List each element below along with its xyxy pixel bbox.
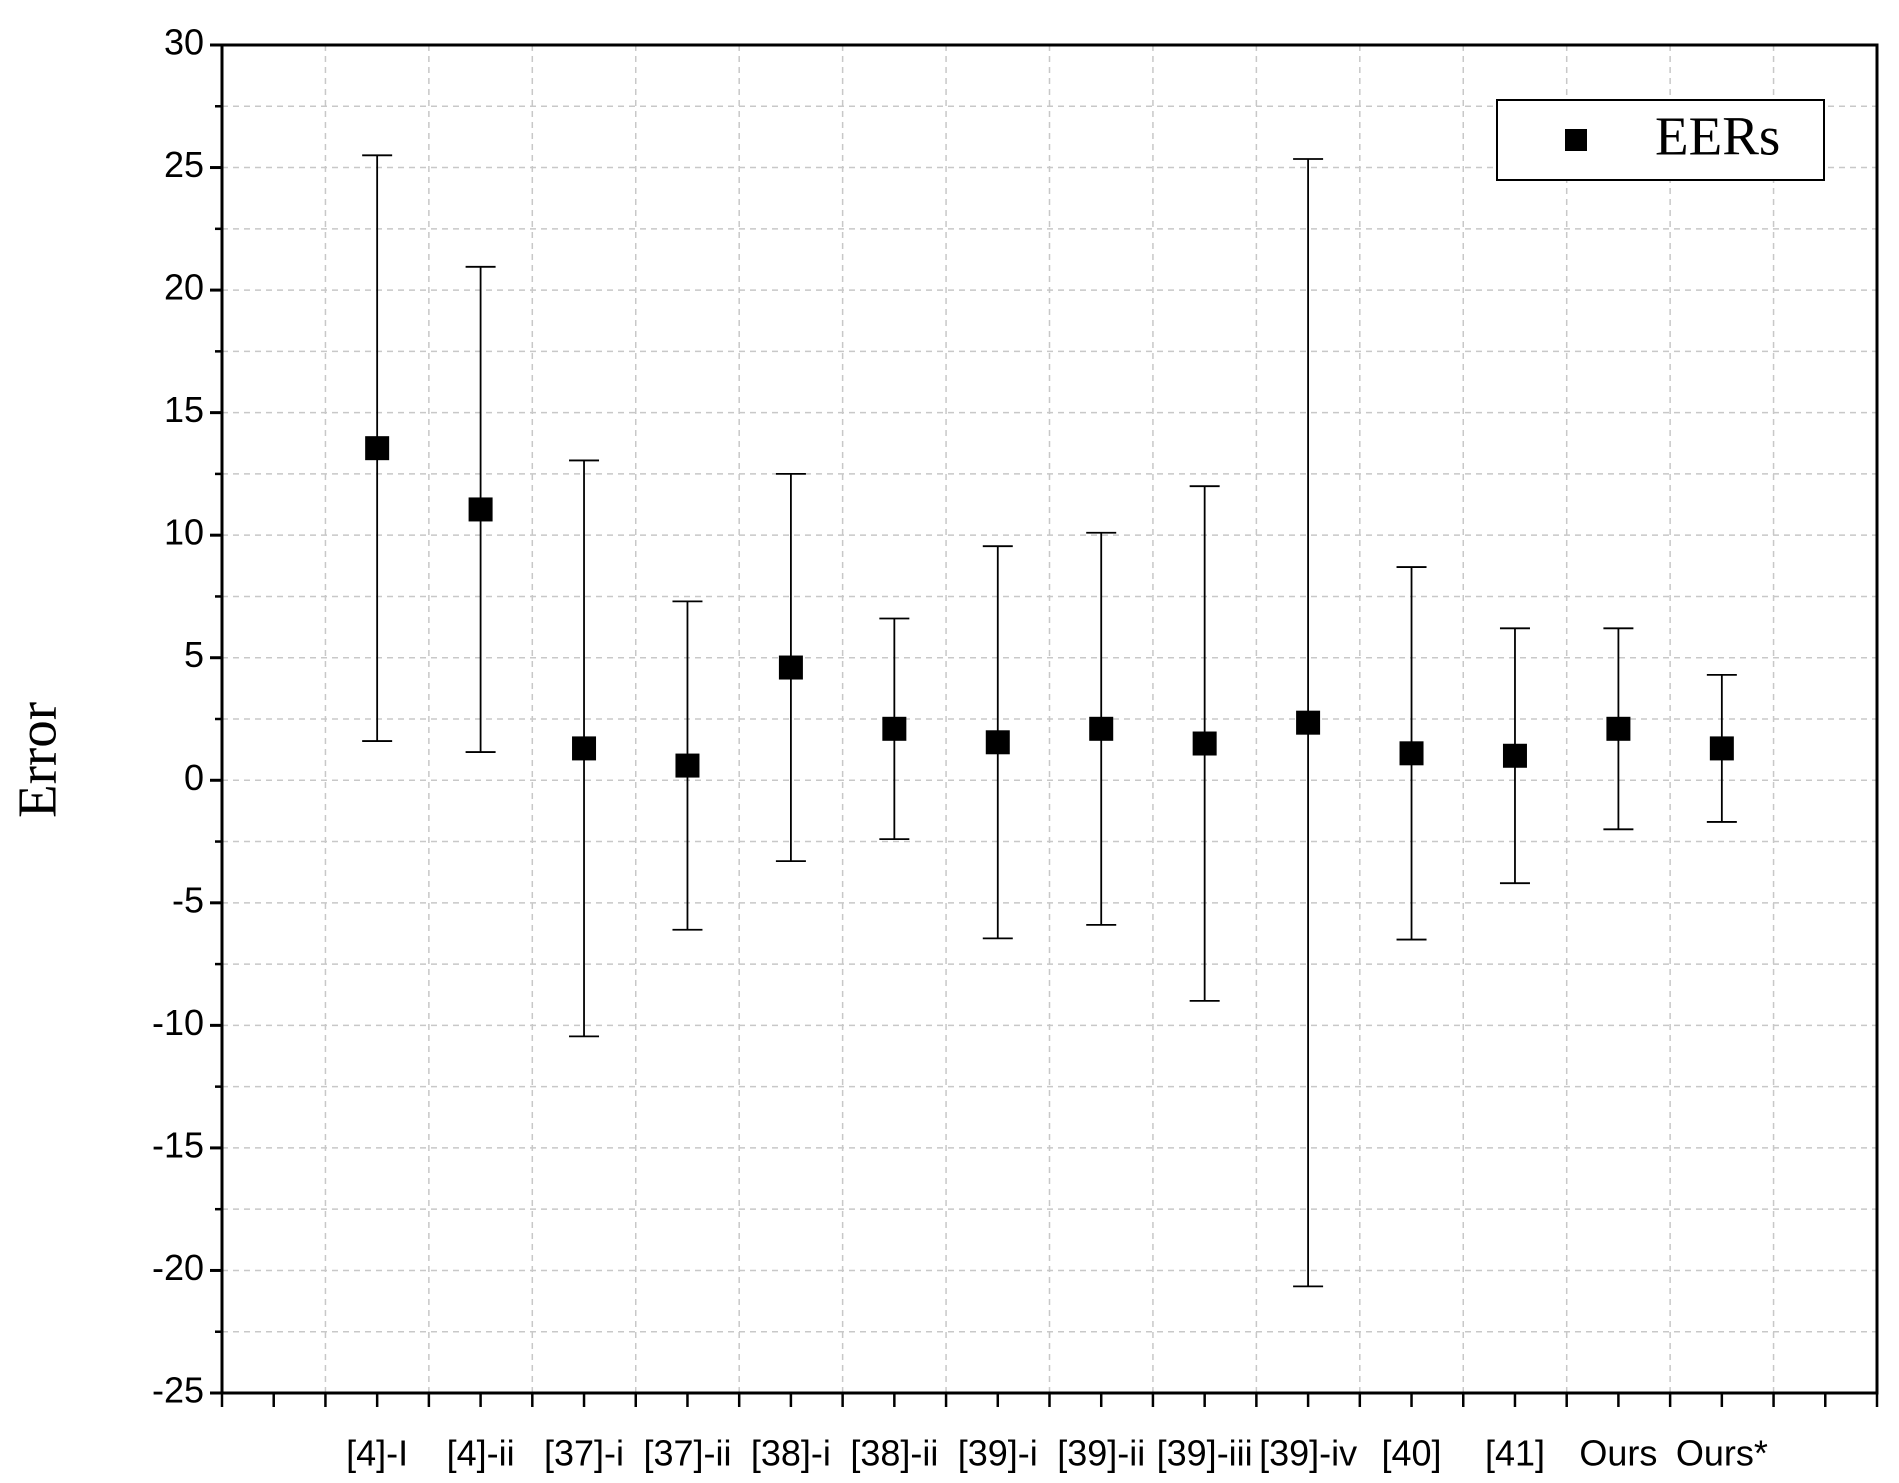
x-tick-label: [39]-ii: [1057, 1433, 1145, 1474]
x-tick-label: [39]-i: [958, 1433, 1038, 1474]
legend-label: EERs: [1655, 106, 1780, 167]
point: [1192, 731, 1217, 756]
x-tick-label: Ours*: [1676, 1433, 1768, 1474]
y-axis-label: Error: [7, 702, 68, 818]
y-tick-label: 10: [164, 512, 204, 553]
x-tick-label: [38]-ii: [850, 1433, 938, 1474]
point: [778, 655, 803, 680]
y-tick-label: 5: [184, 634, 204, 675]
x-tick-label: Ours: [1579, 1433, 1657, 1474]
point: [365, 436, 390, 461]
point: [675, 753, 700, 778]
x-tick-label: [4]-I: [346, 1433, 408, 1474]
x-tick-label: [4]-ii: [447, 1433, 515, 1474]
point: [882, 716, 907, 741]
y-tick-label: -20: [152, 1247, 204, 1288]
point: [1296, 710, 1321, 735]
point: [1709, 736, 1734, 761]
y-tick-label: 0: [184, 757, 204, 798]
point: [1399, 741, 1424, 766]
x-tick-label: [39]-iv: [1259, 1433, 1357, 1474]
y-tick-label: -15: [152, 1124, 204, 1165]
plot-frame: [220, 43, 1879, 1395]
x-tick-label: [39]-iii: [1157, 1433, 1253, 1474]
y-tick-label: 25: [164, 144, 204, 185]
y-tick-label: -10: [152, 1002, 204, 1043]
legend-marker: [1565, 129, 1587, 151]
y-tick-label: 20: [164, 267, 204, 308]
y-tick-label: 30: [164, 22, 204, 63]
x-tick-label: [40]: [1382, 1433, 1442, 1474]
y-tick-label: -25: [152, 1370, 204, 1411]
point: [1606, 716, 1631, 741]
x-tick-label: [37]-ii: [643, 1433, 731, 1474]
x-tick-label: [37]-i: [544, 1433, 624, 1474]
y-tick-label: -5: [172, 879, 204, 920]
point: [468, 497, 493, 522]
x-tick-label: [41]: [1485, 1433, 1545, 1474]
point: [1089, 716, 1114, 741]
point: [985, 730, 1010, 755]
y-tick-label: 15: [164, 389, 204, 430]
point: [572, 736, 597, 761]
point: [1502, 743, 1527, 768]
x-tick-label: [38]-i: [751, 1433, 831, 1474]
legend-box: [1496, 99, 1825, 181]
